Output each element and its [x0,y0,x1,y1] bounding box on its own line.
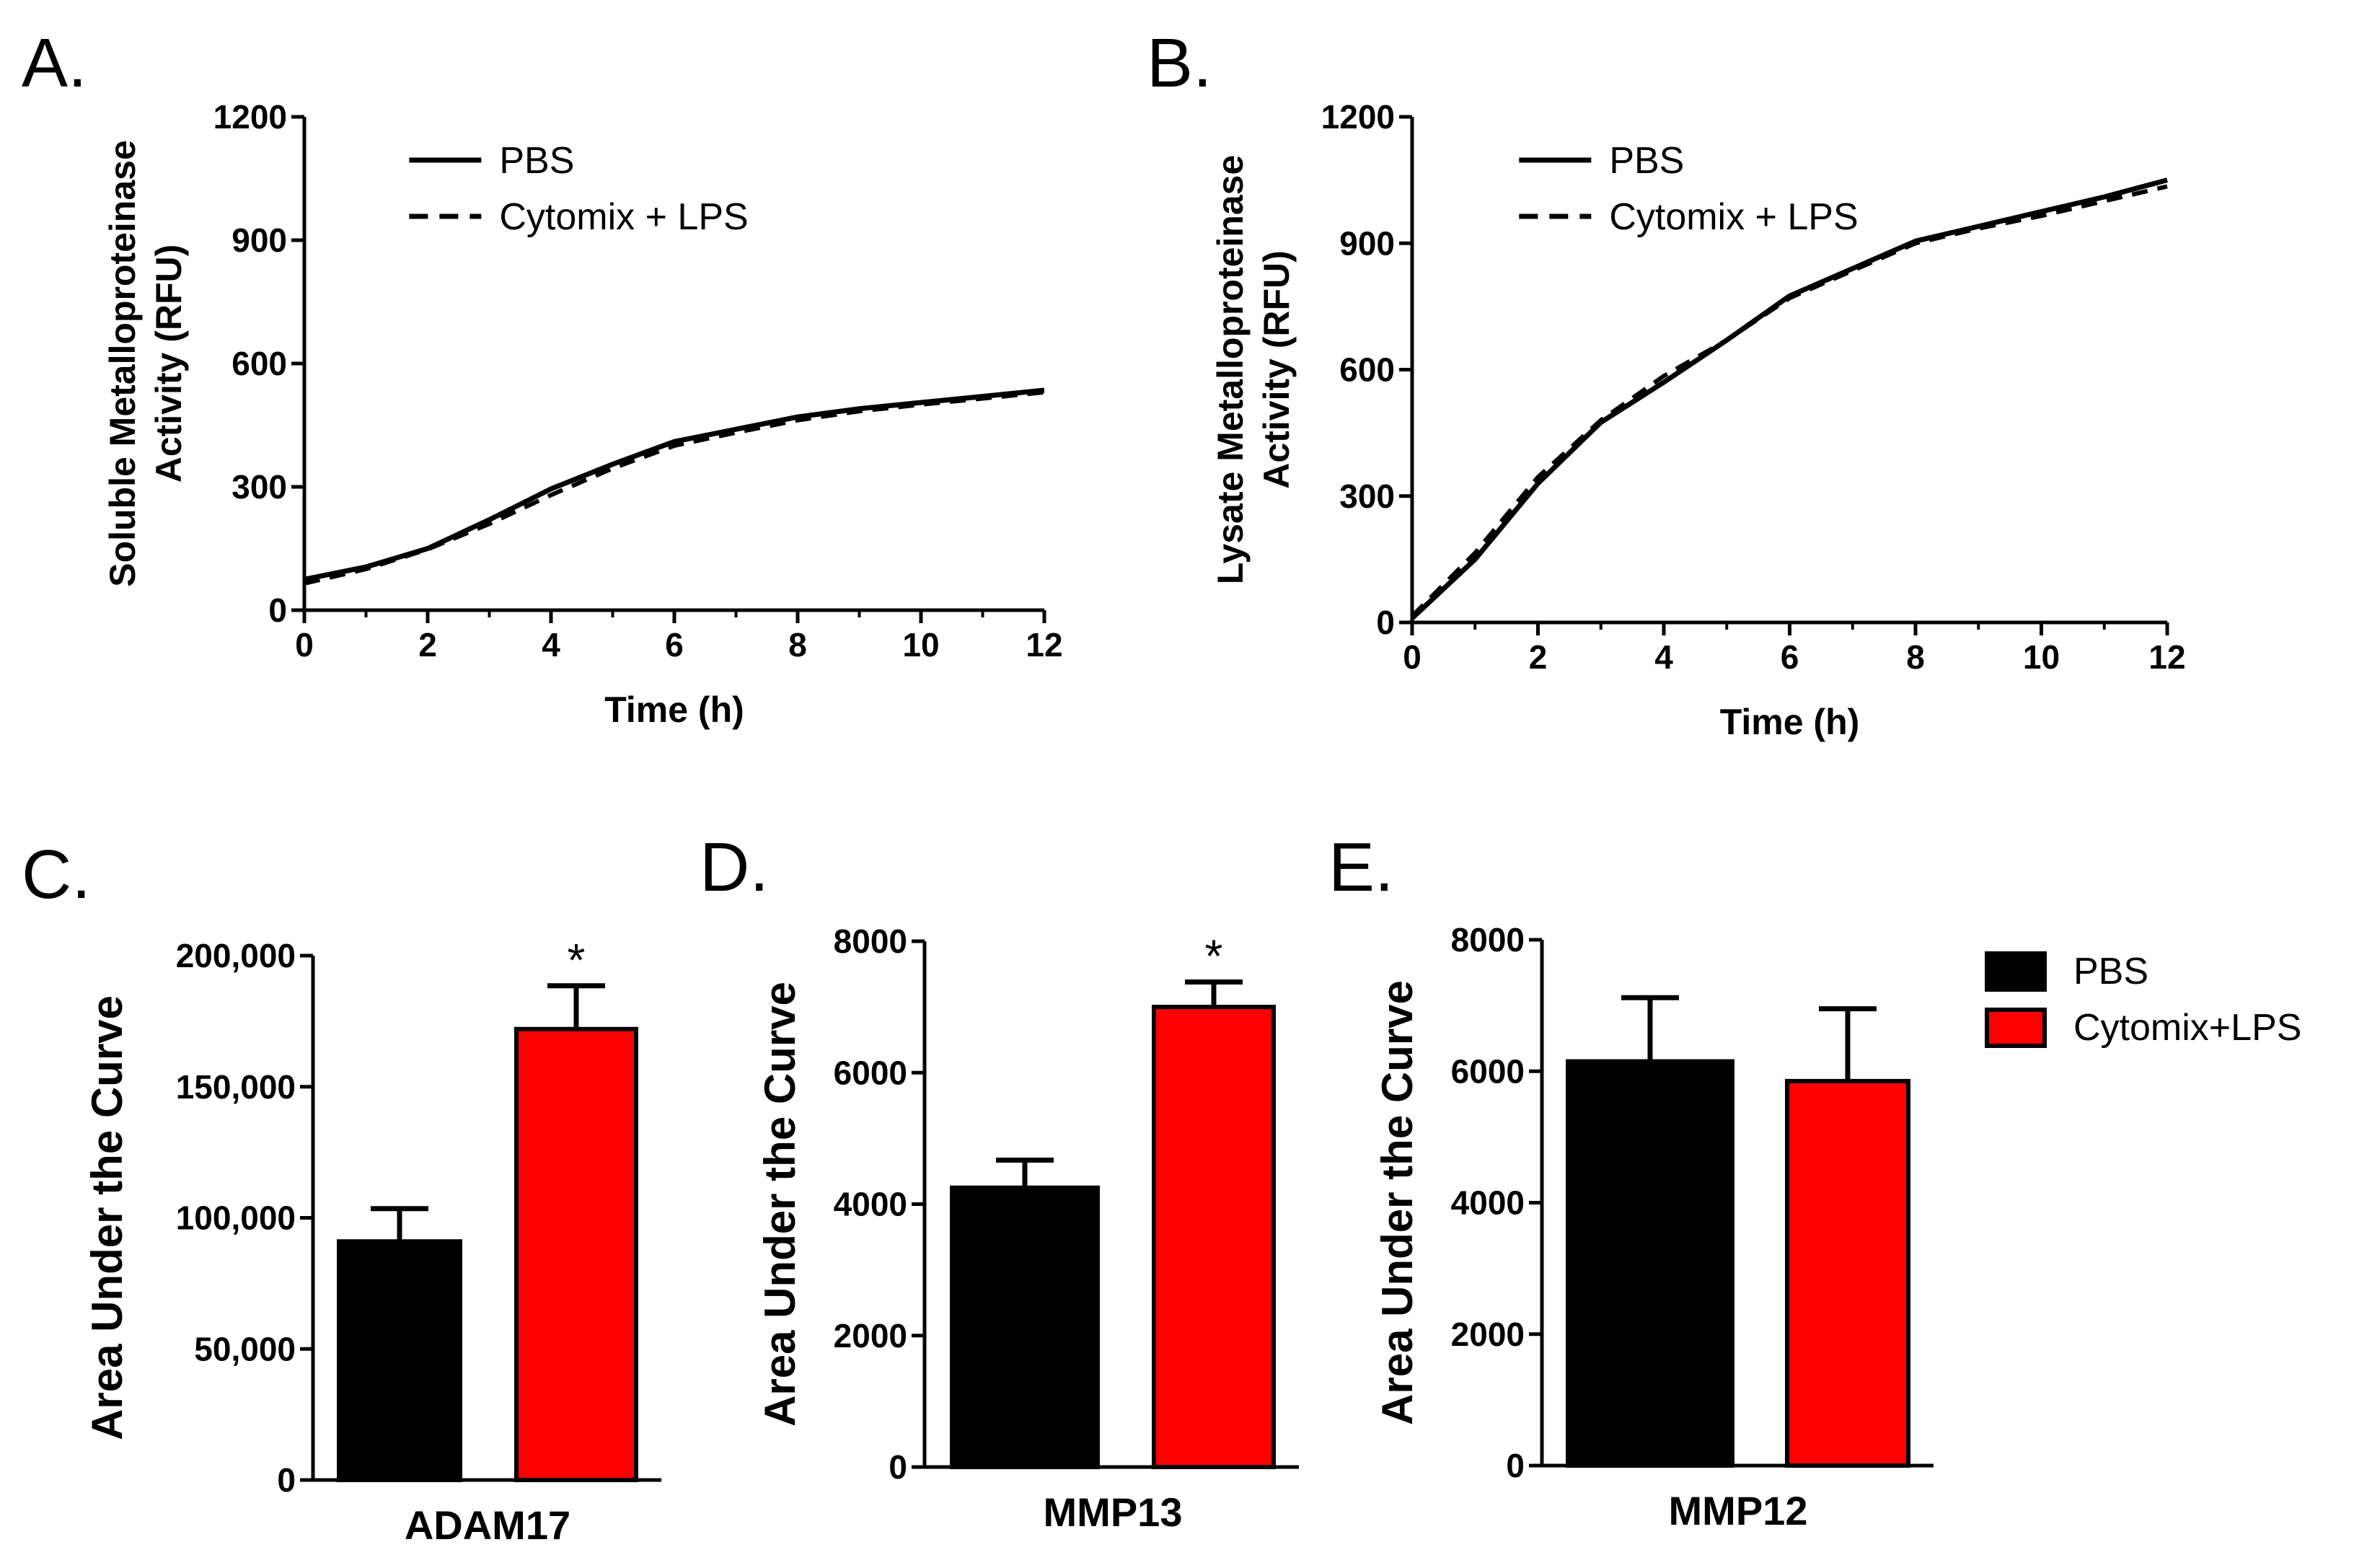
y-tick-label: 600 [1339,351,1395,389]
y-tick-label: 900 [232,221,287,259]
series-line-pbs [1410,177,2168,620]
y-tick-label: 900 [1339,224,1395,262]
bar-legend: PBS Cytomix+LPS [1985,951,2301,1049]
x-tick-label: 10 [902,626,939,664]
line-chart-0: A. 0 300 600 900 1200 0 2 4 6 8 10 12 Time (h) Soluble… [22,25,1063,730]
y-axis-title-line: Activity (RFU) [1256,250,1297,489]
category-label: MMP13 [1044,1489,1183,1535]
panel-label: B. [1147,25,1212,102]
x-tick-label: 2 [418,626,437,664]
panel-label: C. [22,836,91,913]
x-tick-label: 8 [1906,638,1925,676]
y-tick-label: 6000 [834,1054,907,1091]
y-tick-label: 8000 [1451,921,1525,959]
y-axis-title: Soluble Metalloproteinase Activity (RFU) [102,140,189,587]
y-axis-title: Lysate Metalloproteinase Activity (RFU) [1210,155,1297,585]
y-tick-label: 150,000 [176,1068,296,1106]
legend-label: Cytomix + LPS [499,196,748,238]
panel-label: E. [1328,829,1394,906]
bar-chart-3: D. 0 2000 4000 6000 8000 * MMP13 Area Under the … [700,829,1299,1535]
y-axis-title: Area Under the Curve [756,982,804,1427]
y-tick-label: 300 [1339,477,1395,515]
significance-marker: * [568,934,586,986]
x-tick-label: 4 [1654,638,1673,676]
y-axis-title-line: Lysate Metalloproteinase [1210,155,1251,585]
y-tick-label: 0 [268,591,287,629]
x-tick-label: 12 [1026,626,1062,664]
legend-label: PBS [1609,140,1684,182]
bar-pbs [950,1185,1100,1469]
legend-label: PBS [499,140,574,182]
y-tick-label: 4000 [1451,1184,1525,1222]
bar-chart-2: C. 0 50,000 100,000 150,000 200,000 * ADAM17 Are… [22,836,661,1548]
y-tick-label: 1200 [213,98,287,136]
series-line-pbs [304,387,1045,582]
y-tick-label: 50,000 [194,1330,296,1367]
bar-cytomix-lps [1152,1005,1276,1469]
y-axis-title: Area Under the Curve [1373,980,1421,1425]
bar-cytomix-lps [1785,1078,1910,1468]
x-axis-title: Time (h) [604,690,744,730]
category-label: MMP12 [1669,1488,1808,1533]
line-chart-1: B. 0 300 600 900 1200 0 2 4 6 8 10 12 Time (h) Lysate … [1147,25,2186,742]
y-tick-label: 6000 [1451,1052,1525,1090]
series-line-cytomix-lps [1410,184,2168,618]
y-tick-label: 0 [277,1461,296,1499]
x-tick-label: 8 [788,626,807,664]
bar-cytomix-lps [514,1026,638,1482]
legend-swatch [1985,1008,2047,1048]
y-tick-label: 600 [232,345,287,382]
x-tick-label: 4 [542,626,560,664]
x-tick-label: 0 [1403,638,1421,676]
bar-pbs [337,1239,462,1482]
series-line-cytomix-lps [304,389,1045,586]
x-tick-label: 6 [1781,638,1799,676]
panel-label: D. [700,829,769,906]
x-tick-label: 0 [295,626,314,664]
bar-chart-4: E. 0 2000 4000 6000 8000 MMP12 Area Under the C… [1328,829,1934,1533]
y-tick-label: 8000 [834,922,907,960]
legend-swatch [1985,951,2047,992]
y-tick-label: 2000 [1451,1316,1525,1353]
panel-label: A. [22,25,87,102]
y-tick-label: 0 [1506,1447,1525,1484]
y-axis-title: Area Under the Curve [83,995,131,1440]
y-tick-label: 0 [889,1448,907,1486]
x-tick-label: 12 [2148,638,2185,676]
legend-label: Cytomix + LPS [1609,196,1858,238]
y-tick-label: 4000 [834,1186,907,1223]
significance-marker: * [1205,930,1223,982]
y-tick-label: 100,000 [176,1199,296,1237]
y-tick-label: 2000 [834,1317,907,1355]
y-tick-label: 1200 [1321,98,1395,136]
x-tick-label: 6 [665,626,684,664]
y-tick-label: 0 [1376,604,1395,641]
x-tick-label: 2 [1529,638,1548,676]
y-tick-label: 300 [232,468,287,506]
category-label: ADAM17 [405,1502,570,1548]
y-axis-title-line: Soluble Metalloproteinase [102,140,143,587]
y-axis-title-line: Activity (RFU) [149,245,189,483]
legend-label: PBS [2073,951,2148,992]
y-tick-label: 200,000 [176,937,296,974]
legend-label: Cytomix+LPS [2073,1007,2301,1049]
bar-pbs [1566,1059,1734,1468]
x-axis-title: Time (h) [1720,702,1860,742]
x-tick-label: 10 [2023,638,2060,676]
